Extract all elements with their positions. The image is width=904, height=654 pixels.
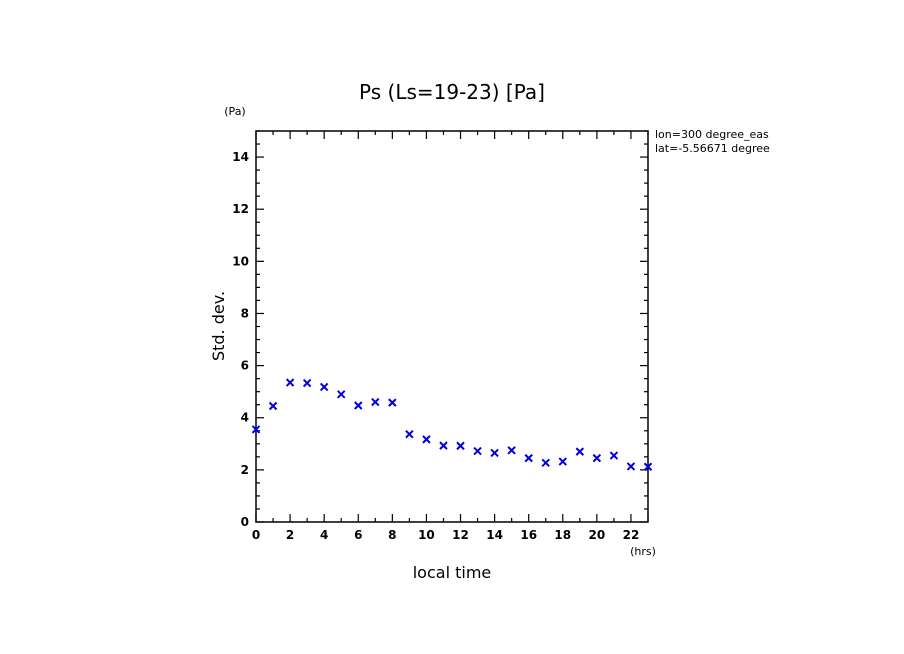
y-tick-label: 10 (232, 254, 249, 268)
data-point (490, 448, 499, 458)
data-point (302, 378, 312, 388)
y-tick-label: 12 (232, 202, 249, 216)
data-point (541, 458, 550, 468)
data-point (285, 378, 295, 387)
data-point (524, 453, 533, 463)
x-tick-label: 22 (623, 528, 640, 542)
data-point (422, 435, 431, 444)
x-tick-label: 16 (520, 528, 537, 542)
annotation-latitude: lat=-5.56671 degree (655, 142, 770, 155)
y-tick-label: 8 (241, 306, 249, 320)
data-point (456, 441, 465, 451)
data-point (405, 429, 414, 439)
data-point (507, 446, 516, 455)
y-tick-label: 2 (241, 463, 249, 477)
data-point (439, 441, 448, 450)
x-tick-label: 4 (320, 528, 328, 542)
x-tick-label: 12 (452, 528, 469, 542)
data-point (473, 446, 482, 456)
x-tick-label: 0 (252, 528, 260, 542)
data-point (558, 457, 567, 466)
data-point (354, 401, 363, 410)
y-axis-label: Std. dev. (209, 291, 228, 361)
data-point (268, 401, 278, 411)
x-tick-label: 10 (418, 528, 435, 542)
data-point (319, 382, 329, 392)
data-point (609, 451, 619, 460)
data-point (626, 462, 636, 471)
data-point (251, 425, 261, 434)
y-axis-unit: (Pa) (224, 105, 245, 118)
axis-ticks: 0 2 4 6 8 10 12 14 16 18 20 22 0 2 4 6 8 10 12 14 (232, 130, 649, 542)
plot-frame (255, 130, 649, 523)
x-tick-label: 18 (554, 528, 571, 542)
chart-title: Ps (Ls=19-23) [Pa] (359, 80, 545, 104)
y-tick-label: 4 (241, 411, 249, 425)
data-point (388, 398, 397, 407)
y-tick-label: 6 (241, 359, 249, 373)
x-axis-unit: (hrs) (630, 545, 656, 558)
x-axis-label: local time (413, 563, 492, 582)
y-tick-label: 14 (232, 150, 249, 164)
data-point (643, 462, 653, 471)
data-points (251, 378, 653, 471)
x-tick-label: 8 (388, 528, 396, 542)
annotation-longitude: lon=300 degree_eas (655, 128, 769, 141)
y-tick-label: 0 (241, 515, 249, 529)
data-point (592, 453, 602, 463)
data-point (371, 397, 380, 407)
data-point (575, 447, 585, 456)
x-tick-label: 6 (354, 528, 362, 542)
x-tick-label: 14 (486, 528, 503, 542)
x-tick-label: 2 (286, 528, 294, 542)
data-point (337, 390, 346, 399)
x-tick-label: 20 (589, 528, 606, 542)
